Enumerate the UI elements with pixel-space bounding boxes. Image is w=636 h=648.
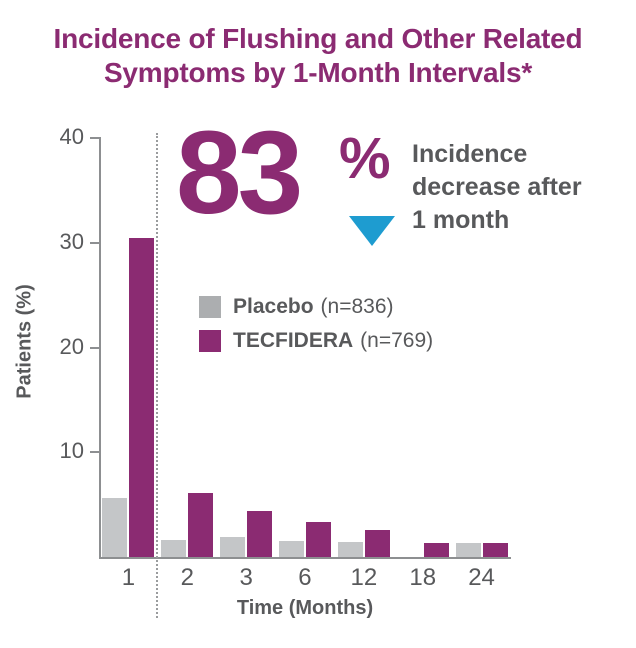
y-tick-label: 20 <box>59 333 84 359</box>
legend-item-placebo: Placebo (n=836) <box>199 292 433 322</box>
chart-legend: Placebo (n=836) TECFIDERA (n=769) <box>199 292 433 360</box>
callout-description: Incidence decrease after 1 month <box>412 138 602 237</box>
y-axis-line <box>99 138 101 559</box>
x-tick-label-month-2: 2 <box>180 564 194 591</box>
legend-count-placebo: (n=836) <box>320 295 394 318</box>
x-tick-label-month-18: 18 <box>409 564 437 591</box>
x-tick-label-month-1: 1 <box>121 564 136 591</box>
bar-placebo-month-1 <box>102 498 128 557</box>
y-tick-label: 40 <box>59 124 84 149</box>
y-tick-label: 30 <box>59 228 84 254</box>
x-axis-line <box>99 557 511 559</box>
x-tick-label-month-3: 3 <box>239 564 253 591</box>
x-axis-title: Time (Months) <box>236 597 374 619</box>
incidence-decrease-callout: 83 % Incidence decrease after 1 month <box>176 114 596 258</box>
callout-description-line-3: 1 month <box>412 206 510 234</box>
legend-label-tecfidera: TECFIDERA <box>233 329 354 352</box>
legend-label-placebo: Placebo <box>233 295 314 318</box>
callout-description-line-2: decrease after <box>412 173 582 201</box>
legend-swatch-placebo <box>199 296 221 318</box>
page-title: Incidence of Flushing and Other Related … <box>0 22 636 90</box>
bar-tecfidera-month-6 <box>306 522 331 557</box>
callout-value: 83 <box>176 107 303 239</box>
legend-item-tecfidera: TECFIDERA (n=769) <box>199 326 433 356</box>
bar-tecfidera-month-3 <box>247 510 273 557</box>
bar-placebo-month-24 <box>455 543 481 557</box>
bar-placebo-month-6 <box>279 541 304 557</box>
page-title-line-1: Incidence of Flushing and Other Related <box>53 23 583 54</box>
y-tick-label: 10 <box>59 438 84 464</box>
bar-placebo-month-12 <box>337 542 363 557</box>
bar-tecfidera-month-2 <box>188 493 214 557</box>
y-tick-mark <box>90 137 101 139</box>
y-axis-title: Patients (%) <box>13 284 36 399</box>
bar-tecfidera-month-24 <box>482 543 508 557</box>
triangle-down-icon <box>349 216 395 246</box>
bar-placebo-month-2 <box>161 540 187 557</box>
legend-count-tecfidera: (n=769) <box>360 329 434 352</box>
page-title-line-2: Symptoms by 1-Month Intervals* <box>103 57 533 88</box>
bar-tecfidera-month-1 <box>129 237 155 557</box>
bar-tecfidera-month-18 <box>423 543 449 557</box>
y-tick-mark <box>90 346 101 349</box>
bar-tecfidera-month-12 <box>364 529 390 557</box>
callout-percent-sign: % <box>339 126 391 191</box>
x-tick-label-month-12: 12 <box>350 564 378 591</box>
month-one-divider <box>156 133 160 618</box>
bar-placebo-month-3 <box>220 537 246 557</box>
y-tick-mark <box>90 241 101 244</box>
legend-swatch-tecfidera <box>199 330 221 352</box>
x-tick-label-month-6: 6 <box>298 564 312 591</box>
callout-description-line-1: Incidence <box>412 140 528 168</box>
y-tick-mark <box>90 451 101 454</box>
x-tick-label-month-24: 24 <box>468 564 495 591</box>
